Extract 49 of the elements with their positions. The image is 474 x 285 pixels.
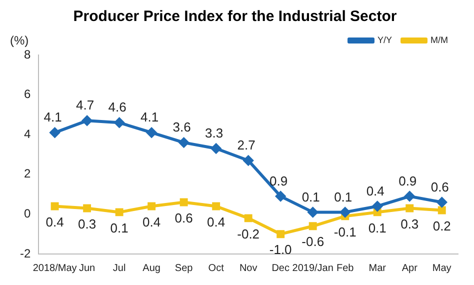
data-label: 0.3	[400, 216, 419, 232]
data-label: 0.4	[366, 183, 384, 198]
data-label: 3.3	[205, 126, 224, 141]
legend-label: Y/Y	[378, 34, 392, 45]
data-label: -0.1	[334, 224, 356, 240]
y-axis-title: (%)	[10, 33, 29, 48]
data-label: 0.1	[302, 189, 320, 204]
x-tick-label: Apr	[402, 262, 418, 274]
data-label: -1.0	[269, 242, 292, 258]
data-label: 0.9	[270, 173, 288, 188]
data-label: 0.6	[430, 179, 449, 194]
x-tick-label: Sep	[174, 262, 194, 274]
data-label: 0.2	[432, 218, 451, 234]
y-tick-label: 0	[24, 206, 31, 221]
data-label: -0.2	[237, 226, 260, 242]
x-tick-label: Nov	[239, 262, 258, 274]
x-tick-label: Mar	[368, 262, 387, 274]
x-tick-label: 2018/May	[32, 262, 77, 274]
legend-label: M/M	[430, 34, 448, 45]
data-label: 0.4	[46, 214, 64, 230]
data-label: 0.4	[142, 214, 161, 230]
x-tick-label: Jul	[112, 262, 126, 274]
data-label: 4.1	[44, 110, 62, 125]
y-tick-label: 4	[24, 126, 31, 141]
x-tick-label: Oct	[208, 262, 224, 274]
data-label: 0.4	[207, 214, 226, 230]
data-label: 4.7	[76, 98, 94, 113]
x-tick-label: Feb	[336, 262, 354, 274]
x-tick-label: Jun	[78, 262, 96, 274]
data-label: 0.1	[368, 220, 386, 236]
data-label: 3.6	[172, 120, 191, 135]
data-label: 0.1	[110, 220, 128, 236]
x-tick-label: May	[432, 262, 452, 274]
data-label: -0.6	[302, 234, 324, 250]
data-label: 0.3	[78, 216, 96, 232]
data-label: 4.1	[140, 110, 159, 125]
data-label: 0.6	[174, 210, 193, 226]
x-tick-label: 2019/Jan	[292, 262, 334, 274]
data-label: 2.7	[237, 138, 256, 153]
x-tick-label: Aug	[142, 262, 160, 274]
x-tick-label: Dec	[272, 262, 290, 274]
y-tick-label: -2	[20, 246, 31, 260]
data-label: 4.6	[108, 100, 126, 115]
data-label: 0.9	[398, 173, 417, 188]
chart-title: Producer Price Index for the Industrial Sector	[73, 8, 397, 26]
y-tick-label: 2	[24, 166, 31, 181]
y-tick-label: 8	[24, 47, 31, 62]
y-tick-label: 6	[24, 87, 31, 102]
data-label: 0.1	[334, 189, 352, 204]
